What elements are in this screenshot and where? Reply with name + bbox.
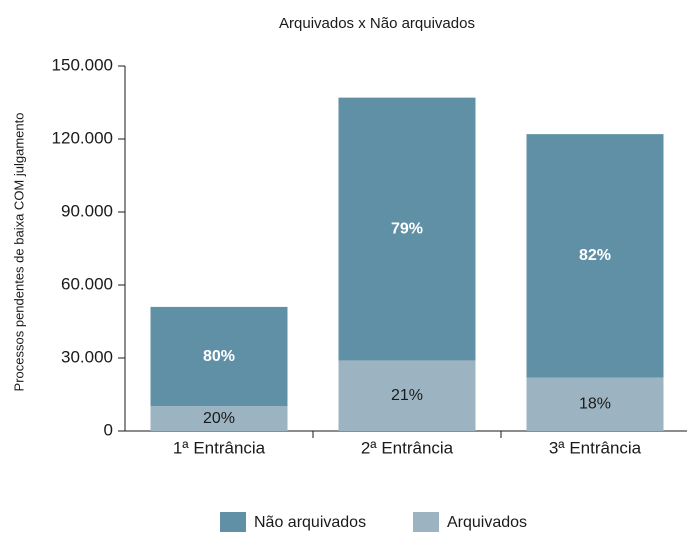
- y-tick-label: 150.000: [52, 55, 113, 74]
- x-tick-label: 2ª Entrância: [361, 438, 454, 457]
- percent-label: 21%: [391, 387, 423, 404]
- percent-label: 79%: [391, 220, 423, 237]
- legend-swatch: [220, 512, 246, 532]
- y-tick-label: 0: [104, 420, 113, 439]
- legend-label: Não arquivados: [254, 514, 366, 531]
- legend-label: Arquivados: [447, 514, 527, 531]
- percent-label: 80%: [203, 348, 235, 365]
- y-axis-label: Processos pendentes de baixa COM julgame…: [11, 113, 26, 392]
- x-tick-label: 1ª Entrância: [173, 438, 266, 457]
- y-tick-label: 30.000: [61, 347, 113, 366]
- y-tick-label: 120.000: [52, 128, 113, 147]
- bar-segment: [338, 97, 476, 361]
- percent-label: 82%: [579, 247, 611, 264]
- percent-label: 18%: [579, 395, 611, 412]
- legend-swatch: [413, 512, 439, 532]
- bar-segment: [150, 306, 288, 407]
- bar-segment: [150, 406, 288, 431]
- y-tick-label: 60.000: [61, 274, 113, 293]
- chart-title: Arquivados x Não arquivados: [279, 15, 475, 32]
- x-tick-label: 3ª Entrância: [549, 438, 642, 457]
- bar-segment: [338, 360, 476, 431]
- bar-segment: [526, 377, 664, 431]
- y-tick-label: 90.000: [61, 201, 113, 220]
- percent-label: 20%: [203, 410, 235, 427]
- bar-segment: [526, 134, 664, 378]
